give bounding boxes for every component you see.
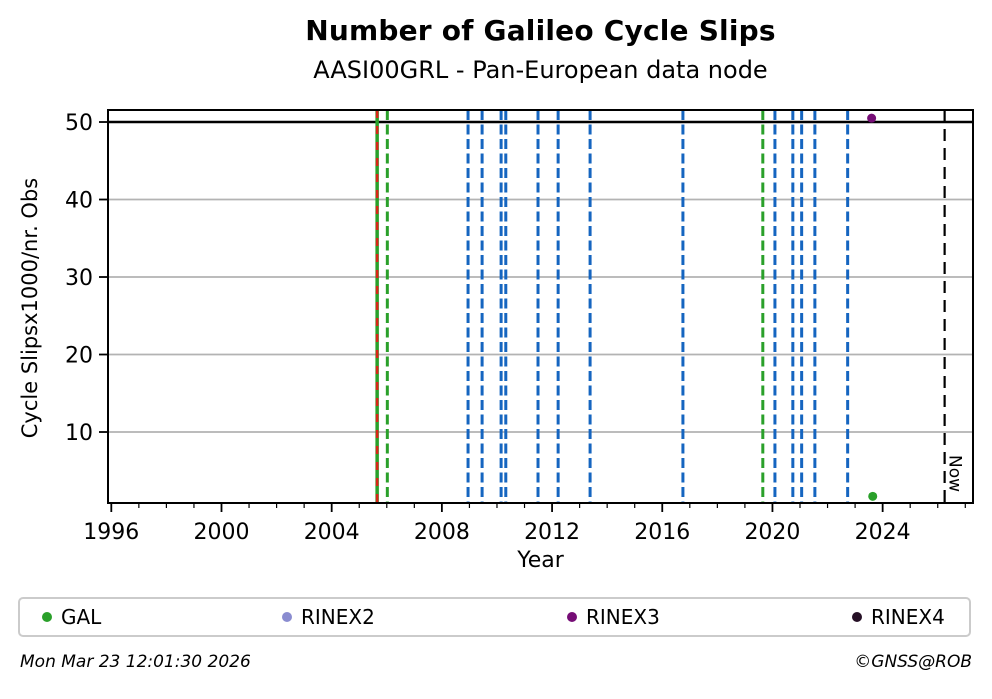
y-tick-label: 30 bbox=[65, 266, 93, 291]
x-tick-label: 1996 bbox=[83, 520, 139, 545]
data-point-gal bbox=[868, 491, 878, 501]
x-tick-label: 2016 bbox=[634, 520, 690, 545]
data-point-rinex3 bbox=[867, 113, 877, 123]
x-tick-label: 2020 bbox=[744, 520, 800, 545]
y-tick-label: 20 bbox=[65, 344, 93, 369]
x-tick-label: 2012 bbox=[524, 520, 580, 545]
x-tick-label: 2024 bbox=[855, 520, 911, 545]
y-tick-label: 10 bbox=[65, 421, 93, 446]
legend: GAL RINEX2 RINEX3 RINEX4 bbox=[18, 597, 971, 637]
x-tick-label: 2008 bbox=[414, 520, 470, 545]
legend-item-rinex3: RINEX3 bbox=[567, 599, 660, 635]
now-label: Now bbox=[945, 455, 965, 492]
plot-frame bbox=[107, 109, 974, 504]
chart-subtitle: AASI00GRL - Pan-European data node bbox=[313, 56, 768, 84]
x-axis-label: Year bbox=[517, 548, 564, 573]
timestamp: Mon Mar 23 12:01:30 2026 bbox=[20, 652, 251, 672]
legend-item-rinex4: RINEX4 bbox=[852, 599, 945, 635]
legend-marker-rinex4-icon bbox=[852, 612, 862, 622]
legend-item-gal: GAL bbox=[42, 599, 101, 635]
legend-label-gal: GAL bbox=[61, 605, 102, 629]
x-tick-label: 2004 bbox=[304, 520, 360, 545]
legend-marker-rinex2-icon bbox=[282, 612, 292, 622]
chart-title: Number of Galileo Cycle Slips bbox=[305, 14, 776, 47]
x-tick-label: 2000 bbox=[193, 520, 249, 545]
legend-marker-rinex3-icon bbox=[567, 612, 577, 622]
legend-label-rinex4: RINEX4 bbox=[871, 605, 945, 629]
legend-marker-gal-icon bbox=[42, 612, 52, 622]
legend-label-rinex3: RINEX3 bbox=[586, 605, 660, 629]
legend-label-rinex2: RINEX2 bbox=[301, 605, 375, 629]
copyright: ©GNSS@ROB bbox=[854, 652, 972, 672]
y-tick-label: 50 bbox=[65, 111, 93, 136]
legend-item-rinex2: RINEX2 bbox=[282, 599, 375, 635]
y-tick-label: 40 bbox=[65, 189, 93, 214]
